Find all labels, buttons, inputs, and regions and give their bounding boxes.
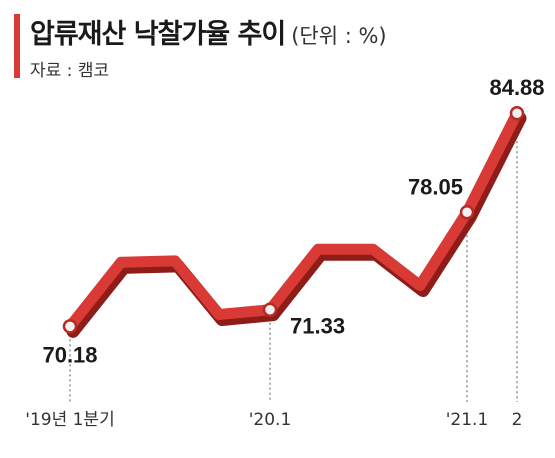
data-label: 71.33 [290,314,345,339]
source-label: 자료 : 캠코 [30,61,110,81]
data-label: 84.88 [489,75,544,100]
data-label: 70.18 [42,342,97,367]
data-point-marker [459,205,475,220]
chart-title-text: 압류재산 낙찰가율 추이 [30,19,286,50]
series-line [64,107,523,332]
chart-title: 압류재산 낙찰가율 추이 (단위 : %) [30,12,387,51]
x-tick-label: '20.1 [249,410,292,430]
data-point-marker [509,105,525,121]
x-tick-label: '21.1 [446,410,489,430]
data-point-marker [62,319,78,334]
x-tick-label: '19년 1분기 [25,410,114,430]
x-tick-label: 2 [512,410,523,430]
unit-label: (단위 : %) [291,24,387,48]
data-point-marker [262,302,278,317]
data-label: 78.05 [408,174,463,199]
title-accent-bar [14,14,20,78]
